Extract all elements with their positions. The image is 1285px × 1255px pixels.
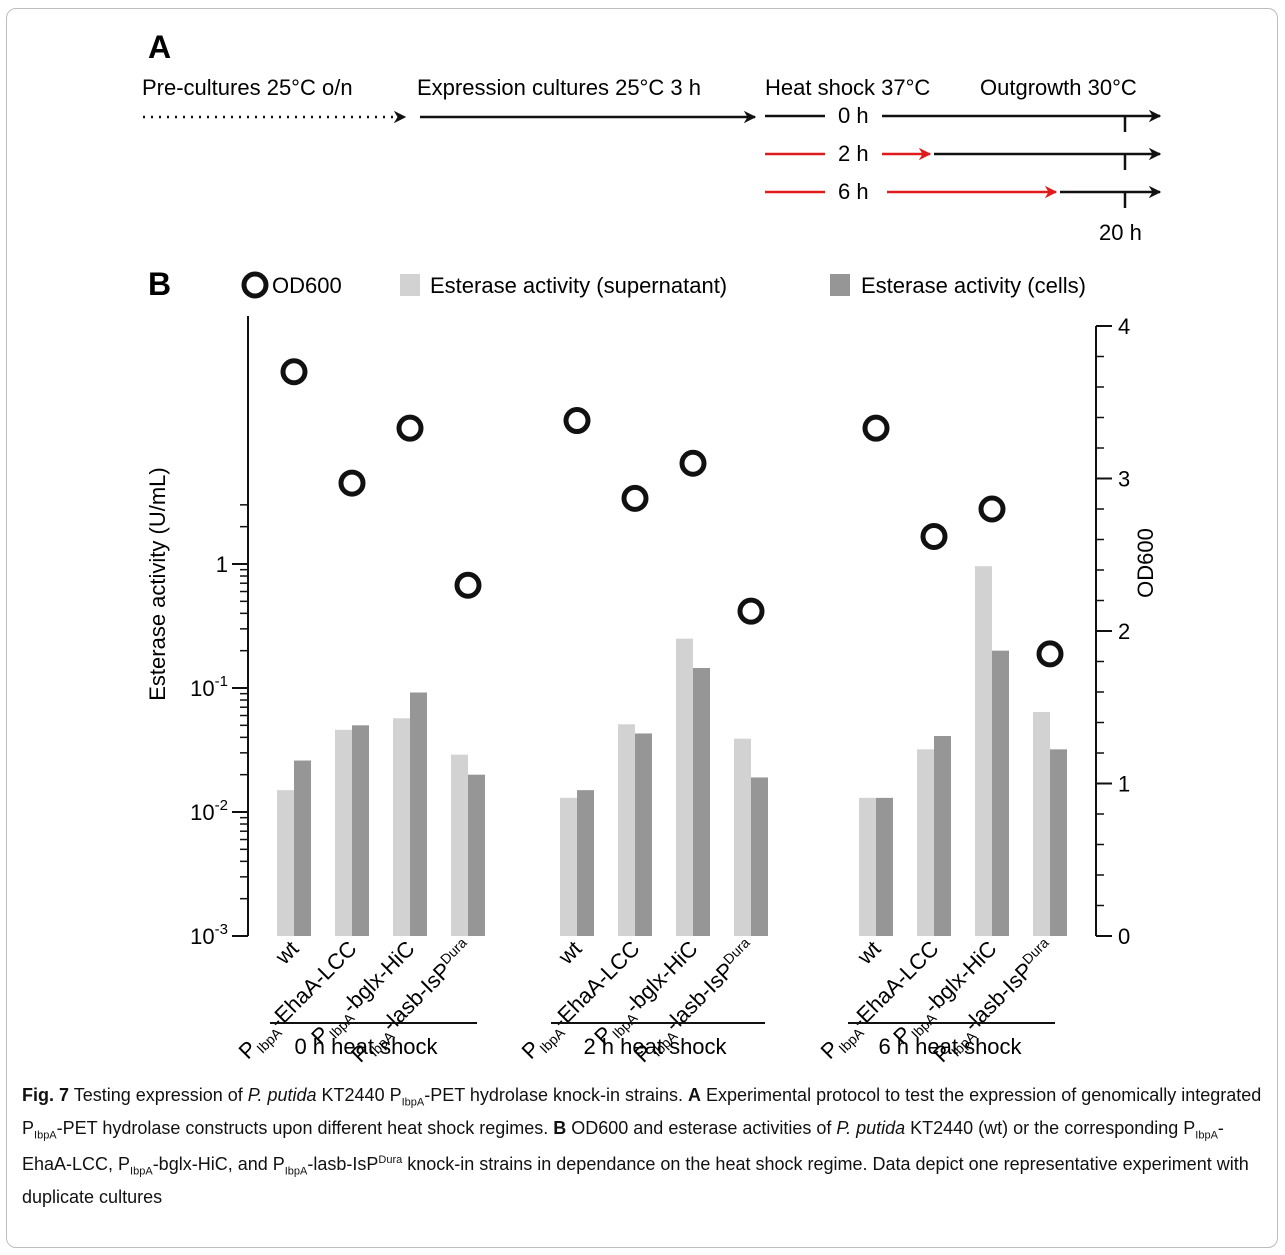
y-left-tick-label: 10-2 bbox=[190, 797, 228, 825]
legend-sup-label: Esterase activity (supernatant) bbox=[430, 273, 727, 298]
od600-marker bbox=[679, 449, 707, 477]
header-preculture: Pre-cultures 25°C o/n bbox=[142, 75, 353, 100]
legend-od-marker bbox=[241, 271, 269, 299]
od600-marker bbox=[1036, 640, 1064, 668]
x-tick-label: wt bbox=[270, 936, 304, 970]
bar-cells bbox=[876, 797, 893, 936]
od600-marker bbox=[454, 571, 482, 599]
row-label-0h: 0 h bbox=[838, 103, 869, 128]
caption-text: knock-in strains in dependance on the he… bbox=[22, 1154, 1249, 1207]
od600-marker bbox=[621, 484, 649, 512]
caption-subscript: IbpA bbox=[130, 1165, 153, 1178]
caption-text: Experimental protocol to test the expres… bbox=[22, 1085, 1262, 1138]
bar-cells bbox=[635, 733, 652, 936]
caption-panel-ref: A bbox=[688, 1085, 702, 1105]
od600-marker bbox=[862, 414, 890, 442]
bar-supernatant bbox=[618, 724, 635, 936]
figure-caption: Fig. 7 Testing expression of P. putida K… bbox=[22, 1083, 1262, 1210]
bar-cells bbox=[934, 736, 951, 936]
bar-cells bbox=[294, 760, 311, 936]
od600-marker bbox=[396, 414, 424, 442]
bar-cells bbox=[1050, 749, 1067, 936]
y-left-tick-label: 10-1 bbox=[190, 673, 228, 701]
caption-text: -lasb-IsP bbox=[307, 1154, 379, 1175]
caption-text: OD600 and esterase activities of bbox=[566, 1117, 837, 1138]
caption-text: -EhaA-LCC, P bbox=[22, 1117, 1224, 1175]
bar-supernatant bbox=[676, 638, 693, 936]
caption-text: -bglx-HiC, and P bbox=[152, 1154, 285, 1175]
caption-subscript: IbpA bbox=[1195, 1129, 1218, 1142]
header-outgrowth: Outgrowth 30°C bbox=[980, 75, 1137, 100]
od600-marker bbox=[920, 522, 948, 550]
od600-marker bbox=[338, 469, 366, 497]
y-right-ticks: 0 1 2 3 4 bbox=[1096, 314, 1130, 949]
y-left-tick-label: 1 bbox=[216, 552, 228, 577]
caption-superscript: Dura bbox=[378, 1154, 403, 1167]
row-label-2h: 2 h bbox=[838, 141, 869, 166]
bar-cells bbox=[751, 777, 768, 936]
caption-subscript: IbpA bbox=[34, 1129, 57, 1142]
caption-text: -PET hydrolase knock-in strains. bbox=[424, 1085, 689, 1105]
group-label-0h: 0 h heat shock bbox=[294, 1034, 438, 1059]
bar-supernatant bbox=[1033, 712, 1050, 936]
bar-supernatant bbox=[975, 566, 992, 936]
end-time-label: 20 h bbox=[1099, 220, 1142, 245]
bar-supernatant bbox=[277, 790, 294, 936]
bar-supernatant bbox=[917, 749, 934, 936]
figure-canvas: A Pre-cultures 25°C o/n Expression cultu… bbox=[142, 29, 1162, 1067]
od600-markers-layer bbox=[280, 358, 1064, 668]
bar-supernatant bbox=[560, 797, 577, 936]
od600-marker bbox=[563, 407, 591, 435]
caption-text: -PET hydrolase constructs upon different… bbox=[56, 1117, 554, 1138]
y-left-ticks: 10-3 10-2 10-1 1 bbox=[190, 504, 248, 949]
y-right-tick-label: 3 bbox=[1118, 467, 1130, 492]
group-label-6h: 6 h heat shock bbox=[878, 1034, 1022, 1059]
header-heatshock: Heat shock 37°C bbox=[765, 75, 930, 100]
bar-cells bbox=[577, 790, 594, 936]
caption-subscript: IbpA bbox=[401, 1096, 425, 1109]
y-left-tick-label: 10-3 bbox=[190, 921, 228, 949]
y-right-tick-label: 0 bbox=[1118, 924, 1130, 949]
y-left-axis-title: Esterase activity (U/mL) bbox=[145, 467, 170, 701]
legend-cells-swatch bbox=[830, 274, 850, 296]
caption-organism: P. putida bbox=[247, 1085, 317, 1105]
header-expression: Expression cultures 25°C 3 h bbox=[417, 75, 701, 100]
caption-fig-number: Fig. 7 bbox=[22, 1085, 70, 1105]
bar-cells bbox=[410, 692, 427, 936]
caption-text: KT2440 P bbox=[316, 1085, 402, 1105]
bar-cells bbox=[992, 650, 1009, 936]
caption-text: Testing expression of bbox=[69, 1085, 248, 1105]
bar-cells bbox=[693, 667, 710, 936]
bar-supernatant bbox=[335, 729, 352, 936]
caption-organism: P. putida bbox=[836, 1117, 906, 1138]
bar-cells bbox=[468, 774, 485, 936]
od600-marker bbox=[737, 597, 765, 625]
bar-supernatant bbox=[859, 797, 876, 936]
x-tick-label: wt bbox=[553, 936, 587, 970]
group-label-2h: 2 h heat shock bbox=[583, 1034, 727, 1059]
bar-supernatant bbox=[734, 738, 751, 936]
legend-sup-swatch bbox=[400, 274, 420, 296]
bar-supernatant bbox=[393, 718, 410, 936]
caption-text: KT2440 (wt) or the corresponding P bbox=[905, 1117, 1196, 1138]
panel-b-label: B bbox=[148, 266, 171, 302]
x-tick-label: wt bbox=[852, 936, 886, 970]
y-right-tick-label: 4 bbox=[1118, 314, 1130, 339]
bar-cells bbox=[352, 725, 369, 936]
y-right-tick-label: 2 bbox=[1118, 619, 1130, 644]
legend-cells-label: Esterase activity (cells) bbox=[861, 273, 1086, 298]
y-right-axis-title: OD600 bbox=[1133, 528, 1158, 598]
caption-panel-ref: B bbox=[553, 1117, 567, 1138]
panel-a-label: A bbox=[148, 29, 171, 65]
row-label-6h: 6 h bbox=[838, 179, 869, 204]
y-right-tick-label: 1 bbox=[1118, 772, 1130, 797]
legend-od-label: OD600 bbox=[272, 273, 342, 298]
od600-marker bbox=[978, 495, 1006, 523]
figure-frame bbox=[6, 8, 1278, 1248]
caption-subscript: IbpA bbox=[284, 1165, 308, 1178]
od600-marker bbox=[280, 358, 308, 386]
bar-supernatant bbox=[451, 754, 468, 936]
bars-layer bbox=[277, 566, 1067, 936]
